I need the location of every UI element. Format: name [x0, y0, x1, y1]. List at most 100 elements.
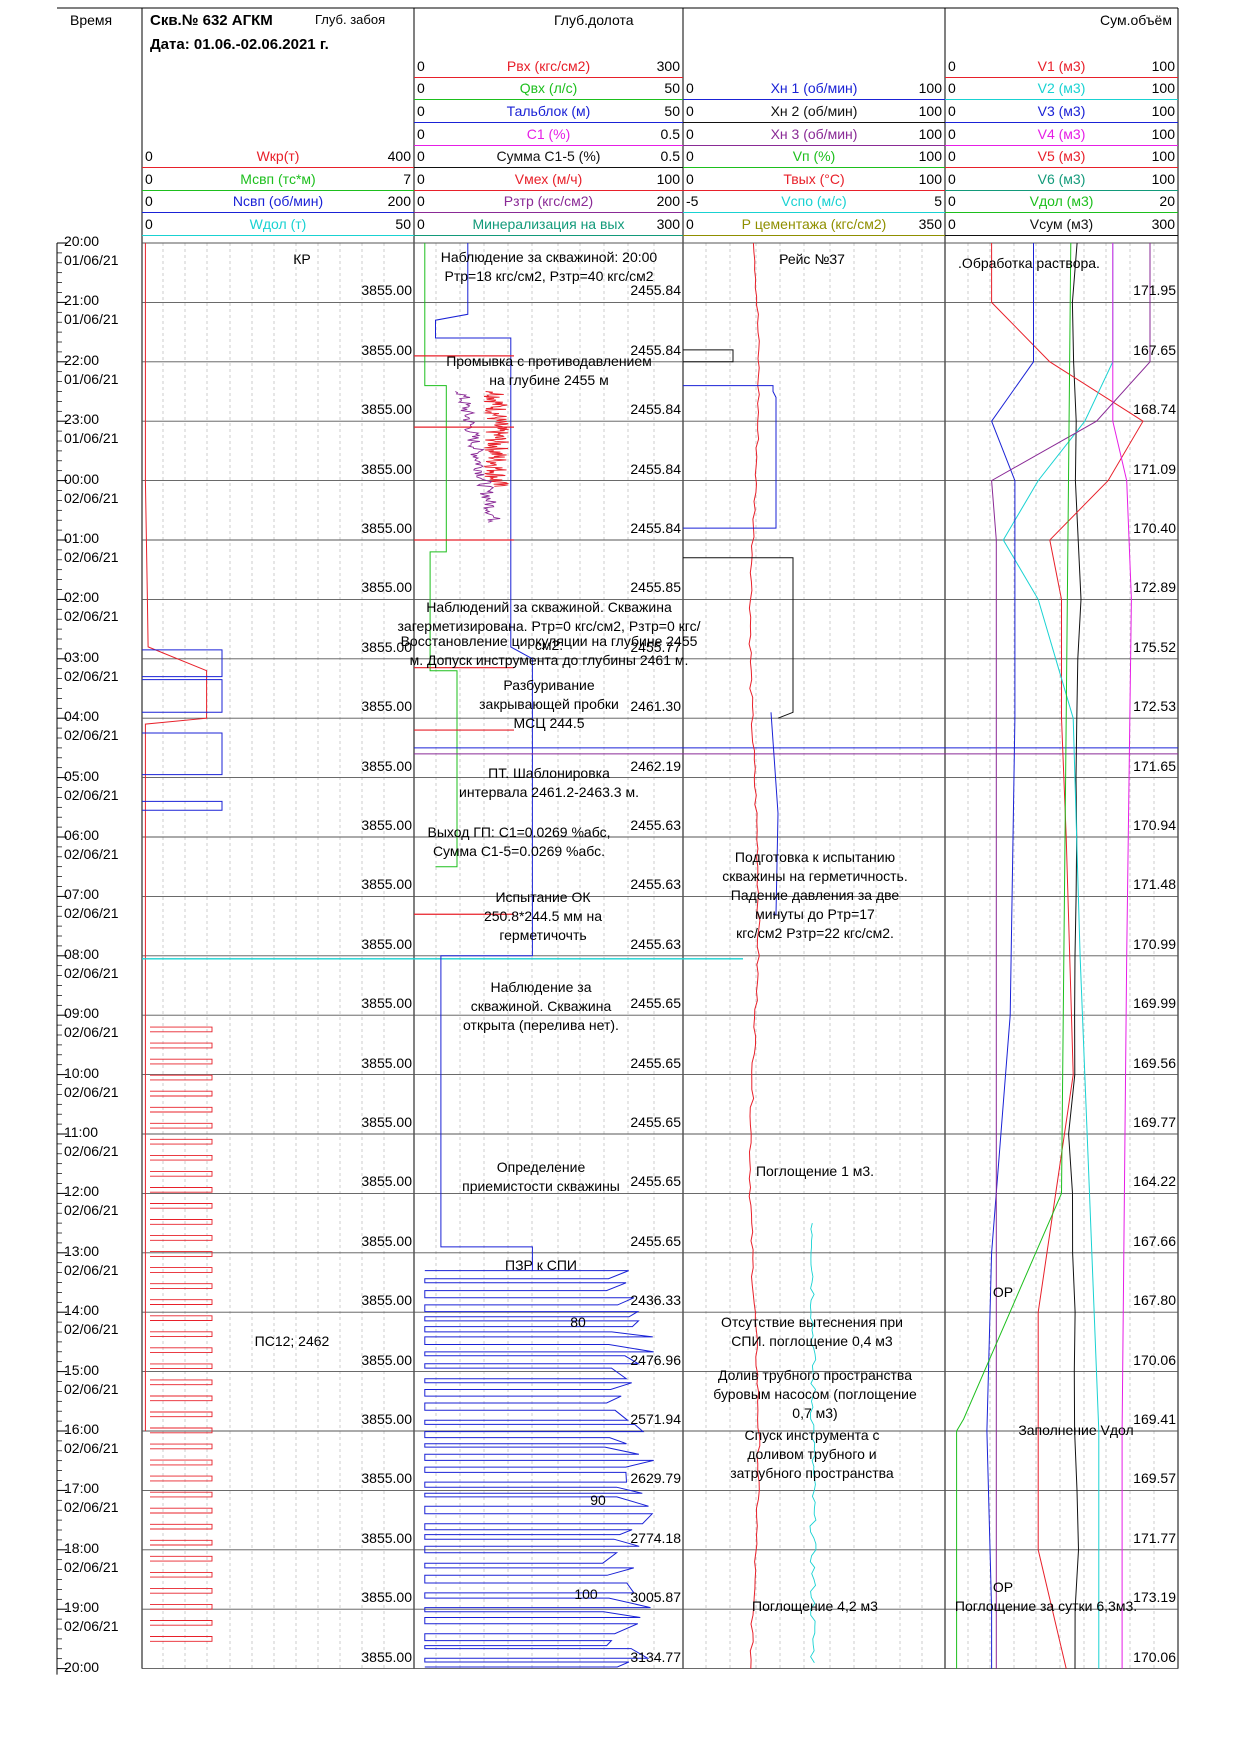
hole-depth-value: 3855.00 [361, 1529, 412, 1546]
hole-depth-title: Глуб. забоя [315, 12, 386, 27]
time-tick-label: 05:00 [64, 767, 100, 784]
trip-pulse [150, 1187, 213, 1193]
scale-t4-4: 0 V5 (м3) 100 [945, 146, 1178, 169]
total-volume-value: 171.65 [1133, 757, 1176, 774]
scale-name: Vспо (м/с) [781, 193, 847, 210]
trip-pulse [150, 1283, 213, 1289]
note-track3-3: Отсутствие вытеснения при СПИ. поглощение… [720, 1314, 903, 1349]
scale-name: Nсвп (об/мин) [232, 193, 324, 210]
note-track2-4: Разбуривание закрывающей пробки МСЦ 244.5 [479, 677, 619, 731]
bit-depth-value: 2455.84 [630, 401, 681, 418]
scale-line [142, 212, 414, 214]
scale-name: V3 (м3) [1037, 103, 1086, 119]
bit-depth-value: 2455.65 [630, 1054, 681, 1071]
total-volume-value: 169.56 [1133, 1054, 1176, 1071]
hole-depth-value: 3855.00 [361, 579, 412, 596]
scale-min: 0 [686, 170, 694, 187]
scale-line [683, 144, 945, 146]
note-track4-3: ОР [992, 1579, 1014, 1595]
hole-depth-value: 3855.00 [361, 757, 412, 774]
total-volume-value: 169.57 [1133, 1470, 1176, 1487]
date-tick-label: 02/06/21 [64, 1321, 119, 1338]
hole-depth-value: 3855.00 [361, 817, 412, 833]
trip-pulse [150, 1395, 213, 1402]
scale-max: 0.5 [660, 125, 680, 142]
bit-depth-value: 2455.63 [630, 935, 681, 952]
time-tick-label: 13:00 [64, 1242, 100, 1259]
scale-t2-7: 0 Минерализация на вых 300 [414, 214, 683, 236]
pvx-series [483, 391, 510, 487]
scale-line [683, 167, 945, 169]
total-volume-value: 170.99 [1133, 935, 1176, 952]
scale-line [945, 122, 1178, 123]
date-tick-label: 02/06/21 [64, 1558, 119, 1575]
bit-depth-value: 2455.84 [630, 460, 681, 477]
scale-max: 100 [918, 80, 942, 97]
nsvp-block-2 [142, 732, 223, 776]
date-tick-label: 02/06/21 [64, 1618, 119, 1635]
trip-pulse [150, 1475, 213, 1482]
vsum-series [1068, 242, 1082, 1669]
total-volume-value: 167.80 [1133, 1292, 1176, 1309]
date-tick-label: 02/06/21 [64, 964, 119, 981]
date-tick-label: 02/06/21 [64, 667, 119, 684]
total-volume-value: 169.77 [1133, 1114, 1176, 1130]
hole-depth-value: 3855.00 [361, 1648, 412, 1665]
time-tick-label: 00:00 [64, 470, 100, 487]
total-volume-value: 170.06 [1133, 1648, 1176, 1665]
total-volume-value: 170.94 [1133, 817, 1176, 833]
bit-depth-value: 2461.30 [630, 698, 681, 715]
tank-volume-4 [1112, 243, 1132, 1669]
scale-max: 100 [918, 148, 942, 165]
scale-line [945, 189, 1178, 191]
trip-pulse [150, 1267, 213, 1273]
time-tick-label: 08:00 [64, 945, 100, 962]
scale-t4-1: 0 V2 (м3) 100 [945, 78, 1178, 101]
scale-max: 100 [918, 103, 942, 119]
tank-volume-1 [991, 243, 1144, 1669]
scale-min: 0 [948, 57, 956, 74]
qvx-series [424, 243, 458, 868]
well-title: Скв.№ 632 АГКМ [150, 12, 273, 29]
scale-name: V6 (м3) [1037, 170, 1086, 187]
scale-t2-3: 0 С1 (%) 0.5 [414, 124, 683, 146]
trip-pulse [150, 1299, 213, 1305]
scale-max: 300 [656, 216, 680, 232]
scale-t3-6: 0 Р цементажа (кгс/см2) 350 [683, 214, 945, 236]
trip-pulse [150, 1379, 213, 1386]
total-volume-value: 173.19 [1133, 1589, 1176, 1606]
scale-line [414, 212, 683, 214]
scale-max: 100 [1151, 103, 1175, 119]
scale-name: V4 (м3) [1037, 125, 1086, 142]
trip-pulse [150, 1620, 213, 1626]
note-track2-10: ПЗР к СПИ [505, 1257, 577, 1273]
bit-depth-value: 2436.33 [630, 1292, 681, 1309]
total-volume-value: 167.65 [1133, 341, 1176, 358]
date-tick-label: 02/06/21 [64, 1499, 119, 1516]
trip-pulse [150, 1347, 213, 1354]
bit-depth-value: 2455.77 [630, 638, 681, 655]
scale-min: 0 [686, 216, 694, 232]
note-track3-6: Поглощение 4,2 м3 [752, 1598, 878, 1614]
scale-min: 0 [686, 148, 694, 165]
time-tick-label: 06:00 [64, 827, 100, 843]
hole-depth-value: 3855.00 [361, 1173, 412, 1190]
scale-max: 100 [1151, 170, 1175, 187]
scale-line [414, 76, 683, 78]
hole-depth-value: 3855.00 [361, 1292, 412, 1309]
hole-depth-value: 3855.00 [361, 1351, 412, 1368]
bit-depth-value: 2455.65 [630, 1114, 681, 1130]
trip-pulse [150, 1074, 213, 1081]
scale-t4-0: 0 V1 (м3) 100 [945, 56, 1178, 78]
note-track2-5: ПТ. Шаблонировка интервала 2461.2-2463.3 … [459, 765, 639, 800]
scale-max: 200 [656, 193, 680, 210]
scale-line [414, 99, 683, 101]
trip-pulse [150, 1138, 213, 1145]
bit-depth-value: 2455.65 [630, 1232, 681, 1249]
total-volume-value: 171.95 [1133, 282, 1176, 299]
date-tick-label: 02/06/21 [64, 1083, 119, 1100]
date-range: Дата: 01.06.-02.06.2021 г. [150, 36, 329, 53]
date-tick-label: 02/06/21 [64, 1024, 119, 1041]
date-tick-label: 01/06/21 [64, 252, 119, 268]
